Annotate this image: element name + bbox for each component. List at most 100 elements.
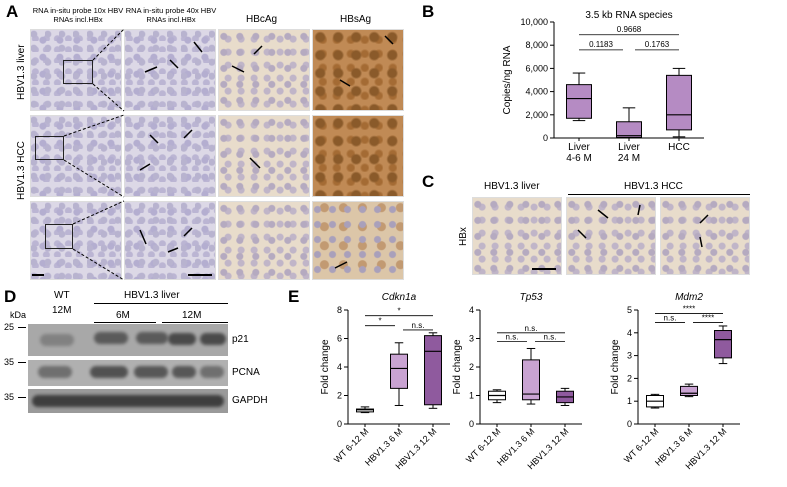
marker-tick [18,362,26,363]
box [424,335,442,406]
band [172,366,196,378]
group-hbv: HBV1.3 liver [124,290,180,301]
protein-gapdh: GAPDH [232,395,268,406]
panel-c-header-liver: HBV1.3 liver [484,181,540,192]
band [38,366,72,378]
marker-35a: 35 [4,357,15,367]
timepoint-6m: 6M [116,310,130,321]
band [200,366,224,378]
signif-label: * [378,317,381,326]
y-tick-label: 3 [627,351,632,361]
y-tick-label: 4,000 [525,87,548,97]
panel-c-header-rule [568,194,750,195]
pvalue-label: 0.9668 [617,25,642,34]
band [200,333,226,345]
marker-35b: 35 [4,392,15,402]
chart-b: 3.5 kb RNA species 0 2,000 4,000 6,000 8,000 1… [502,10,704,164]
micrograph-liver-hbcag [218,29,310,111]
panel-c-overlay [532,204,709,270]
micrograph-liver-40x [124,29,216,111]
x-tick-label-line: Liver [618,142,640,153]
x-tick-label: Liver 4-6 M [566,142,592,164]
band [90,366,128,378]
chart-title: Cdkn1a [382,292,417,303]
box [666,74,692,131]
micrograph-hcc2-hbsag [312,201,404,280]
marker-tick [18,397,26,398]
y-tick-label: 4 [627,328,632,338]
chart-title: Tp53 [520,292,543,303]
kda-label: kDa [10,310,27,320]
x-tick-label-line: Liver [568,142,590,153]
blot-pcna [28,360,228,386]
group-wt: WT [54,290,70,301]
micrograph-hcc-hbsag [312,115,404,197]
y-axis-label: Fold change [610,339,621,394]
band [168,333,196,345]
micrograph-hcc-10x [30,115,122,197]
signif-label: n.s. [525,324,538,333]
y-tick-label: 10,000 [520,17,548,27]
y-tick-label: 0 [627,419,632,429]
box [522,359,540,401]
micrograph-hcc-hbcag [218,115,310,197]
marker-25: 25 [4,322,15,332]
pvalue-label: 0.1763 [645,40,670,49]
x-tick-label-line: 24 M [618,153,640,164]
timepoint-12m-rule [162,322,228,323]
timepoint-wt-12m: 12M [52,305,72,316]
x-tick-label-line: HCC [668,142,690,153]
micrograph-hcc2-hbcag [218,201,310,280]
panel-a-header-hbsag: HBsAg [340,14,372,25]
x-tick-label: Liver 24 M [618,142,641,164]
timepoint-6m-rule [94,322,156,323]
blot-p21 [28,324,228,356]
y-tick-label: 1 [469,391,474,401]
y-axis-label: Fold change [452,339,463,394]
micrograph-hcc2-40x [124,201,216,280]
box [356,408,374,413]
y-tick-label: 6 [337,334,342,344]
panel-b-label: B [422,2,435,21]
box [616,121,642,138]
signif-label: * [397,307,400,316]
y-tick-label: 2 [337,391,342,401]
chart-title: Mdm2 [675,292,703,303]
y-tick-label: 0 [469,419,474,429]
band [136,332,168,344]
panel-c-label: C [422,172,435,191]
x-tick-label: HCC [668,142,690,153]
inset-box [63,60,93,84]
y-tick-label: 0 [337,419,342,429]
inset-box [45,224,73,249]
y-tick-label: 8 [337,305,342,315]
inset-box [35,136,64,160]
y-axis-label: Copies/ng RNA [502,45,513,114]
band [32,395,224,407]
box [714,330,732,359]
signif-label: n.s. [664,314,677,323]
chart-group: 3.5 kb RNA species 0 2,000 4,000 6,000 8,000 1… [502,10,704,164]
y-tick-label: 4 [337,362,342,372]
y-tick-label: 2 [469,362,474,372]
y-tick-label: 6,000 [525,63,548,73]
panel-a-header-1: RNA in-situ probe 10x HBV RNAs incl.HBx [32,6,124,24]
y-tick-label: 4 [469,305,474,315]
box [566,84,592,119]
signif-label: n.s. [506,332,519,341]
blot-gapdh [28,389,228,413]
signif-label: **** [683,304,695,313]
signif-label: **** [702,314,714,323]
micrograph-hcc-40x [124,115,216,197]
panel-a-label: A [6,2,19,21]
signif-label: n.s. [412,321,425,330]
micrograph-liver-10x [30,29,122,111]
group-hbv-rule [94,303,228,304]
micrograph-liver-hbsag [312,29,404,111]
chart-title: 3.5 kb RNA species [585,10,672,21]
micrograph-hcc2-10x [30,201,122,280]
band [94,332,128,344]
box [680,385,698,396]
